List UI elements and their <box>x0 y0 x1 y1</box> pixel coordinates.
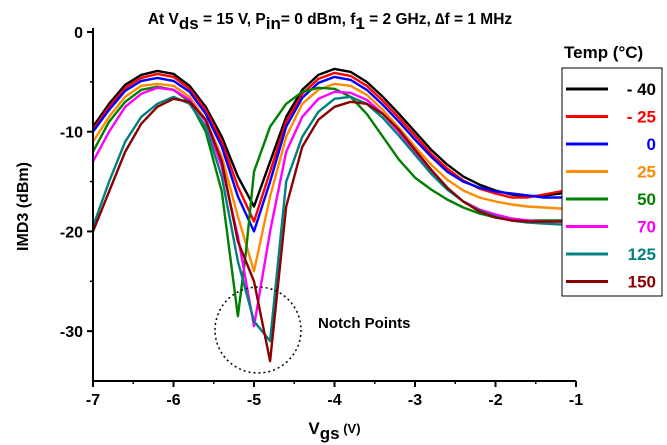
notch-circle <box>214 286 302 374</box>
legend-box <box>561 67 663 297</box>
title-part-3: in <box>266 14 281 33</box>
legend-label-1: - 25 <box>627 108 656 127</box>
chart-title-text: At Vds = 15 V, Pin= 0 dBm, f1 = 2 GHz, ∆… <box>148 11 513 33</box>
y-tick-label-3: -30 <box>60 324 83 341</box>
legend-label-5: 70 <box>637 218 656 237</box>
x-tick-label-1: -6 <box>166 392 180 409</box>
annotation-layer: Notch Points <box>214 286 411 374</box>
y-tick-label-2: -20 <box>60 224 83 241</box>
legend-label-4: 50 <box>637 190 656 209</box>
series-line-1 <box>92 71 577 223</box>
legend-label-0: - 40 <box>627 80 656 99</box>
series-line-5 <box>91 86 576 328</box>
title-part-4: = 0 dBm, f <box>281 11 356 28</box>
y-axis-label: IMD3 (dBm) <box>15 162 32 251</box>
x-tick-label-6: -1 <box>569 392 583 409</box>
legend-title: Temp (°C) <box>564 43 643 62</box>
title-part-2: = 15 V, P <box>199 11 266 28</box>
notch-annotation: Notch Points <box>318 315 411 332</box>
legend: Temp (°C) - 40 - 25 0 25 50 70 125 150 <box>561 43 663 297</box>
title-part-6: = 2 GHz, ∆f = 1 MHz <box>365 11 513 28</box>
legend-label-6: 125 <box>628 245 656 264</box>
chart-title: At Vds = 15 V, Pin= 0 dBm, f1 = 2 GHz, ∆… <box>148 11 513 33</box>
title-part-1: ds <box>179 14 199 33</box>
series-layer <box>91 67 577 363</box>
y-tick-label-0: 0 <box>74 25 83 42</box>
series-line-4 <box>91 85 576 318</box>
x-tick-label-4: -3 <box>408 392 422 409</box>
x-label-sub: gs <box>320 424 340 443</box>
series-line-7 <box>91 97 576 363</box>
legend-label-2: 0 <box>647 135 656 154</box>
title-part-0: At V <box>148 11 180 28</box>
x-tick-label-0: -7 <box>86 392 100 409</box>
legend-label-3: 25 <box>637 163 656 182</box>
series-line-2 <box>92 75 577 233</box>
x-label-main: V <box>308 419 320 438</box>
y-tick-label-1: -10 <box>60 125 83 142</box>
x-tick-label-2: -5 <box>247 392 261 409</box>
x-label-unit: (V) <box>340 421 361 436</box>
x-tick-label-5: -2 <box>488 392 502 409</box>
legend-label-7: 150 <box>628 273 656 292</box>
x-tick-label-3: -4 <box>327 392 341 409</box>
x-axis-label: Vgs (V) <box>308 419 360 443</box>
series-line-3 <box>91 82 576 273</box>
title-part-5: 1 <box>355 14 364 33</box>
